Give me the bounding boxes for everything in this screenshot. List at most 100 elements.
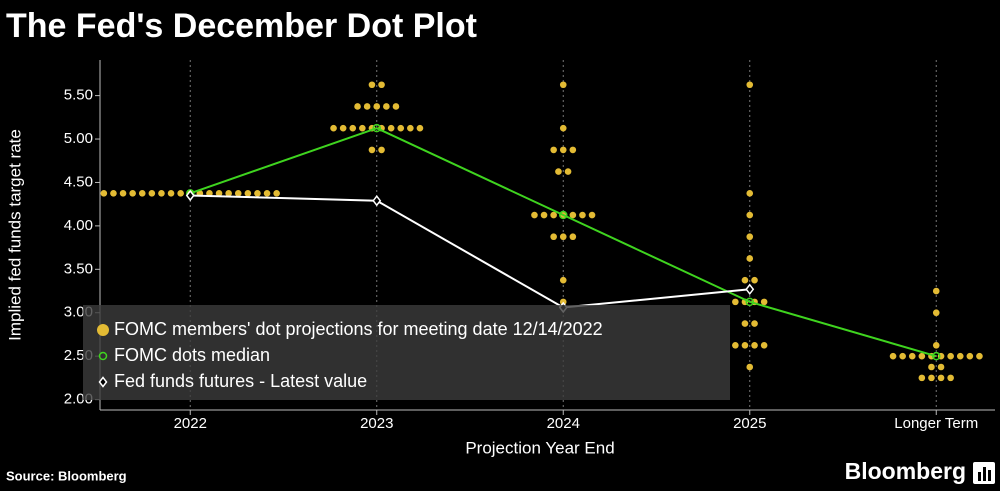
y-tick-label: 4.00 xyxy=(64,217,93,234)
brand-icon xyxy=(973,462,995,484)
dot xyxy=(339,124,347,132)
x-tick-label: 2025 xyxy=(733,415,766,432)
dot xyxy=(97,324,109,336)
dot xyxy=(378,146,385,154)
x-axis-label: Projection Year End xyxy=(465,438,614,457)
y-tick-label: 5.00 xyxy=(64,130,93,147)
legend-label: FOMC dots median xyxy=(114,345,270,365)
dot xyxy=(531,211,538,219)
dot xyxy=(273,190,280,197)
dot xyxy=(129,190,136,197)
brand: Bloomberg xyxy=(845,458,966,484)
dot xyxy=(215,190,223,197)
dot xyxy=(889,352,897,360)
dot xyxy=(947,352,954,360)
dot xyxy=(550,233,557,241)
dot xyxy=(119,190,127,197)
x-tick-label: 2024 xyxy=(547,415,580,432)
dot xyxy=(918,374,926,382)
futures-marker xyxy=(745,283,755,296)
legend-label: Fed funds futures - Latest value xyxy=(114,371,367,391)
source: Source: Bloomberg xyxy=(6,468,127,483)
dot xyxy=(741,341,749,349)
median-marker xyxy=(745,297,754,307)
dot xyxy=(368,146,376,154)
legend-label: FOMC members' dot projections for meetin… xyxy=(114,319,603,339)
median-marker xyxy=(932,351,941,361)
dot xyxy=(746,190,754,197)
dot xyxy=(555,168,562,175)
dot xyxy=(741,276,749,284)
dot xyxy=(100,190,108,197)
dot xyxy=(579,211,586,219)
dot xyxy=(751,341,758,349)
dot xyxy=(732,298,739,306)
dot xyxy=(158,190,165,197)
dot xyxy=(956,352,964,360)
dot xyxy=(148,190,156,197)
dot xyxy=(746,211,754,219)
dot xyxy=(559,233,567,241)
dot xyxy=(330,124,337,132)
x-tick-label: Longer Term xyxy=(894,415,978,432)
dot xyxy=(966,352,974,360)
dot xyxy=(746,255,754,262)
dot xyxy=(254,190,261,197)
y-tick-label: 4.50 xyxy=(64,173,93,190)
dot xyxy=(234,190,242,197)
dot xyxy=(559,146,567,154)
dot xyxy=(569,233,577,241)
futures-marker xyxy=(372,194,382,207)
dot xyxy=(559,276,567,284)
dot xyxy=(760,298,768,306)
median-marker xyxy=(98,351,108,361)
dot xyxy=(588,211,596,219)
dot xyxy=(937,374,945,382)
dot xyxy=(564,168,572,175)
median-line xyxy=(189,127,937,358)
dot xyxy=(397,124,405,132)
dot xyxy=(932,341,940,349)
dot xyxy=(751,276,758,284)
dot xyxy=(138,190,146,197)
dot xyxy=(416,124,424,132)
dot xyxy=(368,81,376,89)
median-marker xyxy=(559,210,568,220)
dot xyxy=(908,352,916,360)
dot xyxy=(918,352,926,360)
dot xyxy=(928,374,935,382)
chart-title: The Fed's December Dot Plot xyxy=(6,7,477,45)
y-tick-label: 5.50 xyxy=(64,87,93,104)
dot xyxy=(407,124,414,132)
dot xyxy=(559,124,567,132)
dot xyxy=(550,211,557,219)
dot xyxy=(225,190,232,197)
dot xyxy=(383,103,390,110)
dot xyxy=(732,341,739,349)
dot xyxy=(206,190,213,197)
dot xyxy=(751,320,758,327)
dot xyxy=(746,233,754,241)
dot xyxy=(540,211,548,219)
dot xyxy=(947,374,954,382)
dot xyxy=(244,190,252,197)
dot xyxy=(569,211,577,219)
dot xyxy=(976,352,983,360)
dot xyxy=(363,103,371,110)
x-tick-label: 2022 xyxy=(174,415,207,432)
futures-marker xyxy=(98,376,108,388)
dot xyxy=(760,341,768,349)
dot xyxy=(550,146,557,154)
dot xyxy=(746,363,754,371)
dot xyxy=(569,146,577,154)
dot xyxy=(746,81,754,89)
dot xyxy=(354,103,361,110)
futures-marker xyxy=(185,189,195,202)
dot xyxy=(928,363,935,371)
dot xyxy=(741,320,749,327)
dot xyxy=(932,287,940,295)
dot xyxy=(263,190,271,197)
